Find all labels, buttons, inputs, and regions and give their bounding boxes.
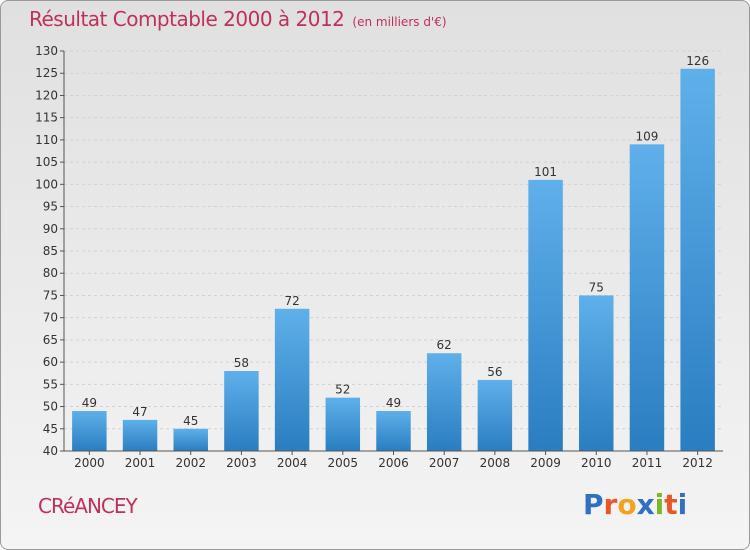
- y-tick-label: 130: [35, 44, 58, 58]
- data-label: 75: [589, 280, 604, 294]
- y-tick-label: 80: [43, 266, 58, 280]
- data-label: 56: [487, 365, 502, 379]
- x-tick-label: 2006: [378, 456, 409, 470]
- x-tick-label: 2003: [226, 456, 257, 470]
- logo-letter: o: [617, 488, 637, 521]
- y-tick-label: 105: [35, 155, 58, 169]
- x-tick-label: 2001: [125, 456, 156, 470]
- chart-subtitle: (en milliers d'€): [352, 15, 447, 29]
- y-tick-label: 85: [43, 244, 58, 258]
- bar: [426, 353, 462, 451]
- bar: [376, 411, 411, 451]
- chart-title-text: Résultat Comptable 2000 à 2012: [29, 7, 345, 31]
- bar: [680, 68, 715, 452]
- axis-layer: 40 45 50 55 60 65 70 75 80 85 90 95 100 105 110 115 120 1…: [35, 44, 723, 470]
- town-name: CRéANCEY: [38, 494, 138, 518]
- bar: [629, 144, 665, 452]
- bar: [325, 397, 361, 451]
- bar: [173, 428, 208, 451]
- data-label: 52: [335, 383, 350, 397]
- data-label: 45: [183, 414, 198, 428]
- data-label: 49: [82, 396, 97, 410]
- y-tick-label: 95: [43, 200, 58, 214]
- x-tick-label: 2005: [328, 456, 359, 470]
- x-tick-label: 2007: [429, 456, 460, 470]
- proxiti-logo: Proxiti: [583, 488, 687, 521]
- logo-letter: t: [664, 488, 678, 521]
- x-tick-label: 2009: [530, 456, 561, 470]
- y-tick-label: 45: [43, 422, 58, 436]
- x-tick-label: 2004: [277, 456, 308, 470]
- data-label: 101: [534, 165, 557, 179]
- y-tick-label: 75: [43, 288, 58, 302]
- y-tick-label: 100: [35, 177, 58, 191]
- x-tick-label: 2002: [175, 456, 206, 470]
- y-tick-label: 115: [35, 111, 58, 125]
- grid-layer: [64, 50, 723, 452]
- bar: [274, 308, 310, 451]
- logo-letter: i: [677, 488, 688, 521]
- x-tick-label: 2010: [581, 456, 612, 470]
- y-tick-label: 110: [35, 133, 58, 147]
- logo-letter: x: [636, 488, 655, 521]
- x-tick-label: 2012: [682, 456, 713, 470]
- bar: [579, 295, 614, 451]
- x-tick-label: 2008: [480, 456, 511, 470]
- data-label: 62: [437, 338, 452, 352]
- bar-layer: [72, 68, 715, 452]
- y-tick-label: 70: [43, 311, 58, 325]
- bar: [528, 179, 563, 451]
- data-label: 58: [234, 356, 249, 370]
- x-tick-label: 2000: [74, 456, 105, 470]
- data-label: 49: [386, 396, 401, 410]
- y-tick-label: 90: [43, 222, 58, 236]
- bar: [224, 371, 259, 451]
- data-label: 47: [132, 405, 147, 419]
- chart-title: Résultat Comptable 2000 à 2012 (en millie…: [29, 7, 447, 31]
- logo-letter: r: [603, 488, 618, 521]
- data-label: 126: [686, 54, 709, 68]
- y-tick-label: 125: [35, 66, 58, 80]
- bar: [122, 419, 158, 451]
- y-tick-label: 50: [43, 400, 58, 414]
- y-tick-label: 120: [35, 88, 58, 102]
- data-label: 109: [636, 129, 659, 143]
- y-tick-label: 60: [43, 355, 58, 369]
- data-label: 72: [284, 294, 299, 308]
- y-tick-label: 40: [43, 444, 58, 458]
- bar: [72, 411, 107, 451]
- y-tick-label: 65: [43, 333, 58, 347]
- logo-letter: i: [654, 488, 665, 521]
- bar: [477, 379, 513, 451]
- logo-letter: P: [583, 488, 604, 521]
- y-tick-label: 55: [43, 377, 58, 391]
- x-tick-label: 2011: [632, 456, 663, 470]
